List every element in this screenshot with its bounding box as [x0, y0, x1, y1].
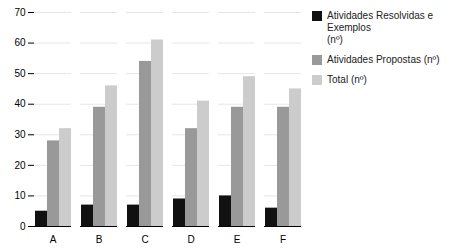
svg-text:40: 40 — [14, 98, 26, 109]
svg-text:10: 10 — [14, 190, 26, 201]
svg-text:0: 0 — [20, 221, 26, 232]
svg-text:50: 50 — [14, 68, 26, 79]
svg-text:70: 70 — [14, 7, 26, 18]
svg-text:A: A — [50, 234, 57, 245]
html-text:Atividades Resolvidas e Exempl: Atividades Resolvidas e Exemplos (nº) — [327, 10, 434, 45]
svg-text:B: B — [96, 234, 103, 245]
svg-text:F: F — [280, 234, 286, 245]
svg-text:E: E — [234, 234, 241, 245]
svg-text:D: D — [187, 234, 194, 245]
svg-text:20: 20 — [14, 160, 26, 171]
svg-text:60: 60 — [14, 37, 26, 48]
html-text:Total (nº): Total (nº) — [327, 74, 367, 85]
html-text:Atividades Propostas (nº): Atividades Propostas (nº) — [327, 54, 440, 65]
svg-text:30: 30 — [14, 129, 26, 140]
svg-text:C: C — [141, 234, 148, 245]
